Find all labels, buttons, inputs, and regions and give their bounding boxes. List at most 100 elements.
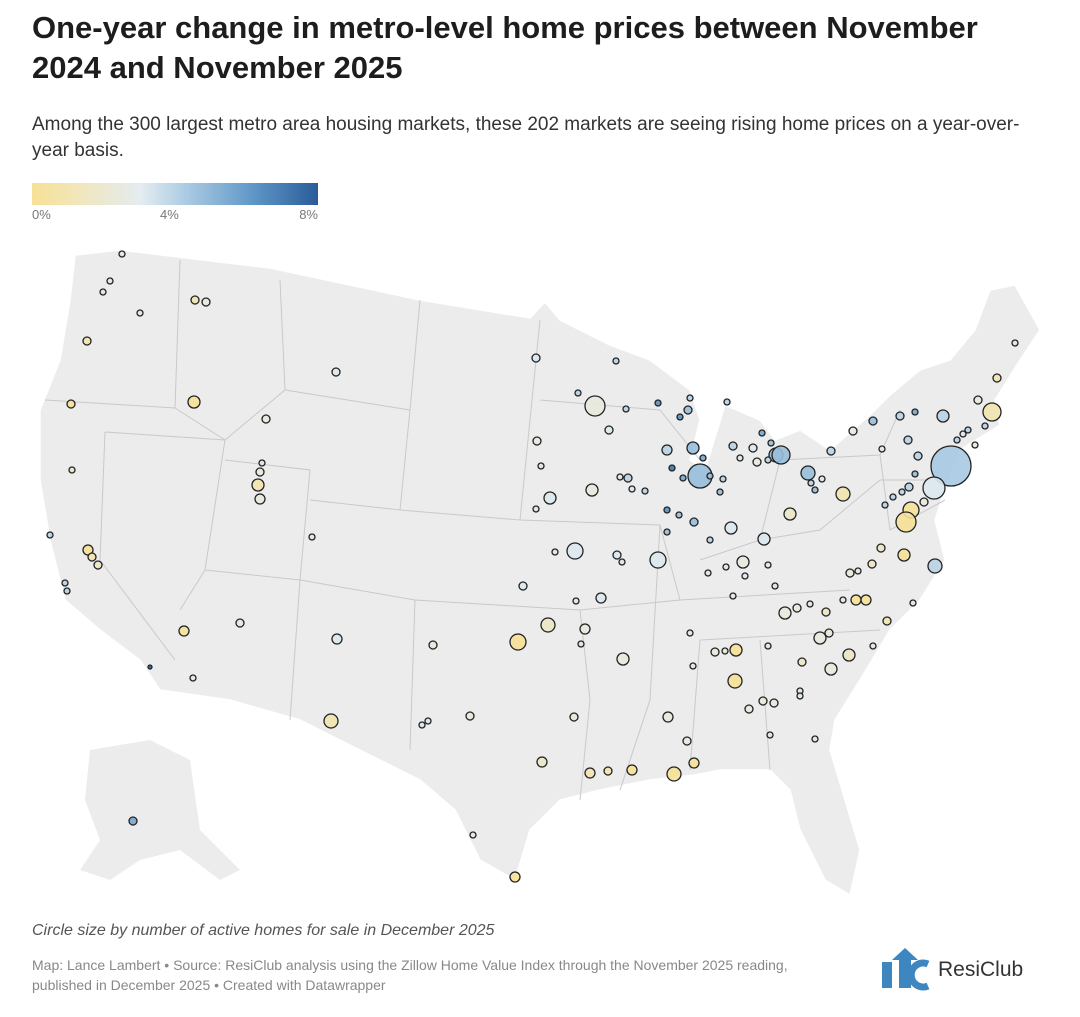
metro-circle[interactable] [869,642,877,650]
metro-circle[interactable] [540,617,556,633]
metro-circle[interactable] [251,478,265,492]
metro-circle[interactable] [981,422,989,430]
metro-circle[interactable] [727,673,743,689]
metro-circle[interactable] [622,405,630,413]
metro-circle[interactable] [706,472,714,480]
metro-circle[interactable] [686,629,694,637]
metro-circle[interactable] [903,435,913,445]
metro-circle[interactable] [821,607,831,617]
metro-circle[interactable] [235,618,245,628]
metro-circle[interactable] [689,517,699,527]
metro-circle[interactable] [675,511,683,519]
metro-circle[interactable] [919,497,929,507]
metro-circle[interactable] [641,487,649,495]
metro-circle[interactable] [992,373,1002,383]
metro-circle[interactable] [797,657,807,667]
metro-circle[interactable] [424,717,432,725]
metro-circle[interactable] [201,297,211,307]
metro-circle[interactable] [744,704,754,714]
metro-circle[interactable] [537,462,545,470]
metro-circle[interactable] [331,633,343,645]
metro-circle[interactable] [676,413,684,421]
metro-circle[interactable] [758,696,768,706]
metro-circle[interactable] [898,488,906,496]
metro-circle[interactable] [689,662,697,670]
metro-circle[interactable] [716,488,724,496]
metro-circle[interactable] [255,467,265,477]
metro-circle[interactable] [623,473,633,483]
metro-circle[interactable] [63,587,71,595]
metro-circle[interactable] [930,445,972,487]
metro-circle[interactable] [258,459,266,467]
metro-circle[interactable] [661,444,673,456]
metro-circle[interactable] [867,559,877,569]
metro-circle[interactable] [729,643,743,657]
metro-circle[interactable] [584,767,596,779]
metro-circle[interactable] [128,816,138,826]
metro-circle[interactable] [106,277,114,285]
metro-circle[interactable] [959,430,967,438]
metro-circle[interactable] [543,491,557,505]
metro-circle[interactable] [927,558,943,574]
metro-circle[interactable] [66,399,76,409]
metro-circle[interactable] [418,721,426,729]
metro-circle[interactable] [668,464,676,472]
metro-circle[interactable] [842,648,856,662]
metro-circle[interactable] [811,735,819,743]
metro-circle[interactable] [569,712,579,722]
metro-circle[interactable] [973,395,983,405]
metro-circle[interactable] [662,711,674,723]
metro-circle[interactable] [532,436,542,446]
metro-circle[interactable] [331,367,341,377]
metro-circle[interactable] [61,579,69,587]
metro-circle[interactable] [839,596,847,604]
metro-circle[interactable] [704,569,712,577]
metro-circle[interactable] [806,600,814,608]
metro-circle[interactable] [518,581,528,591]
metro-circle[interactable] [82,336,92,346]
metro-circle[interactable] [584,395,606,417]
metro-circle[interactable] [616,473,624,481]
metro-circle[interactable] [723,398,731,406]
metro-circle[interactable] [758,429,766,437]
metro-circle[interactable] [706,536,714,544]
metro-circle[interactable] [778,606,792,620]
metro-circle[interactable] [136,309,144,317]
metro-circle[interactable] [971,441,979,449]
metro-circle[interactable] [811,486,819,494]
metro-circle[interactable] [1011,339,1019,347]
metro-circle[interactable] [736,454,744,462]
metro-circle[interactable] [572,597,580,605]
metro-circle[interactable] [882,616,892,626]
metro-circle[interactable] [469,831,477,839]
metro-circle[interactable] [824,628,834,638]
metro-circle[interactable] [190,295,200,305]
metro-circle[interactable] [764,642,772,650]
metro-circle[interactable] [99,288,107,296]
metro-circle[interactable] [764,561,772,569]
metro-circle[interactable] [666,766,682,782]
metro-circle[interactable] [964,426,972,434]
metro-circle[interactable] [889,493,897,501]
metro-circle[interactable] [323,713,339,729]
metro-circle[interactable] [953,436,961,444]
metro-circle[interactable] [792,603,802,613]
metro-circle[interactable] [783,507,797,521]
metro-circle[interactable] [428,640,438,650]
metro-circle[interactable] [982,402,1002,422]
metro-circle[interactable] [626,764,638,776]
metro-circle[interactable] [741,572,749,580]
metro-circle[interactable] [769,698,779,708]
metro-circle[interactable] [551,548,559,556]
metro-circle[interactable] [604,425,614,435]
metro-circle[interactable] [824,662,838,676]
metro-circle[interactable] [686,441,700,455]
metro-circle[interactable] [766,731,774,739]
metro-circle[interactable] [663,528,671,536]
metro-circle[interactable] [860,594,872,606]
metro-circle[interactable] [118,250,126,258]
metro-circle[interactable] [178,625,190,637]
metro-circle[interactable] [736,555,750,569]
metro-circle[interactable] [616,652,630,666]
metro-circle[interactable] [612,357,620,365]
